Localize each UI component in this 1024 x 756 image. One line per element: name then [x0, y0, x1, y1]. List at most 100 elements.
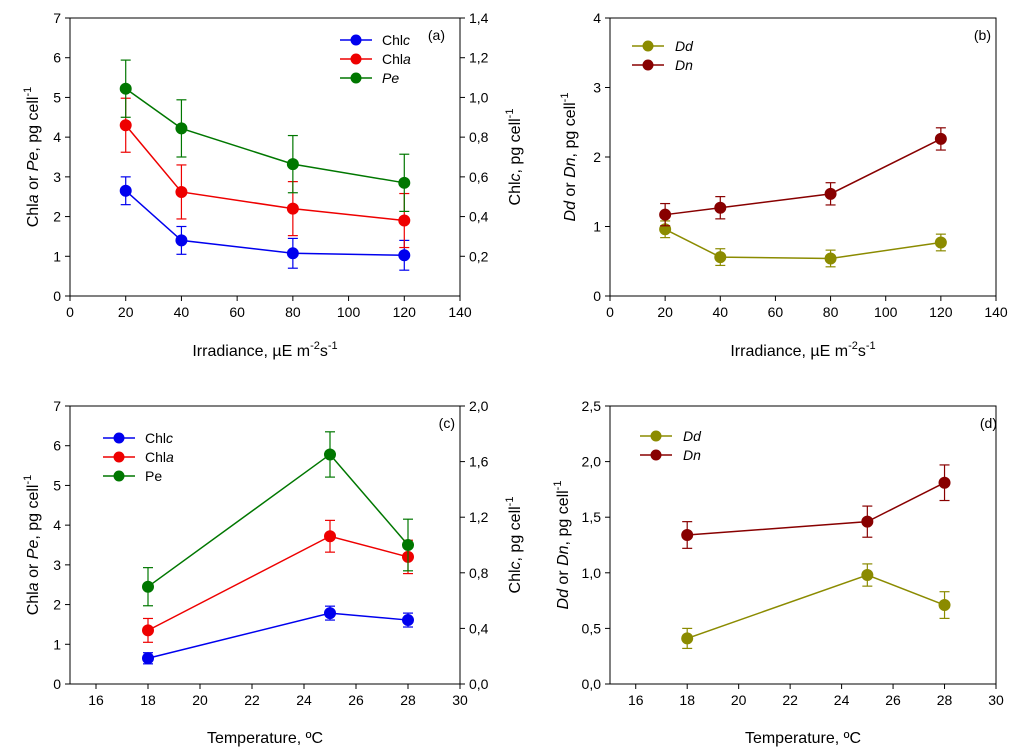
y-tick-label-left: 2	[593, 149, 601, 165]
legend-item-dn: Dn	[640, 447, 701, 463]
data-point-dn	[681, 528, 694, 541]
data-point-dn	[938, 476, 951, 489]
x-tick-label: 28	[400, 692, 416, 708]
y-axis-right-label: Chlc, pg cell-1	[504, 109, 524, 206]
x-tick-label: 20	[118, 304, 134, 320]
data-point-pe	[175, 122, 188, 135]
legend-item-dd: Dd	[640, 428, 702, 444]
data-point-dd	[714, 251, 727, 264]
x-tick-label: 20	[731, 692, 747, 708]
x-axis-ticks: 0 20 40 60 80 100 120 140	[606, 296, 1008, 320]
data-point-dd	[681, 632, 694, 645]
y-axis-left-label: Chla or Pe, pg cell-1	[22, 87, 42, 228]
legend: Dd Dn	[632, 38, 694, 73]
x-tick-label: 120	[929, 304, 953, 320]
x-tick-label: 20	[657, 304, 673, 320]
data-point-pe	[402, 539, 414, 551]
y-tick-label-left: 0	[53, 676, 61, 692]
data-marks	[681, 464, 951, 650]
legend-label: Chlc	[145, 430, 173, 446]
x-tick-label: 60	[768, 304, 784, 320]
x-tick-label: 22	[782, 692, 798, 708]
x-axis-label: Irradiance, µE m-2s-1	[192, 340, 337, 360]
legend-marker	[113, 470, 125, 482]
data-point-pe	[142, 580, 154, 593]
y-axis-left-ticks: 0,0 0,5 1,0 1,5 2,0 2,5	[582, 398, 610, 692]
data-point-dd	[824, 252, 837, 265]
y-axis-left-label: Dd or Dn, pg cell-1	[552, 481, 572, 610]
data-point-dd	[934, 236, 947, 249]
y-tick-label-right: 0,2	[469, 248, 489, 264]
y-tick-label-right: 0,8	[469, 565, 489, 581]
data-point-pe	[119, 82, 132, 95]
data-point-chlc	[324, 607, 336, 620]
series-line-chlc	[147, 612, 409, 660]
x-axis-ticks: 16 18 20 22 24 26 28 30	[88, 684, 468, 708]
data-point-chlc	[286, 247, 299, 260]
y-tick-label-left: 2,0	[582, 454, 602, 470]
x-tick-label: 28	[937, 692, 953, 708]
series-line-dn	[665, 138, 942, 216]
panel-c: 16 18 20 22 24 26 28 30 0 1 2 3 4 5 6 7 0,0 0,4 0,8 1,2 1,…	[22, 398, 524, 747]
x-tick-label: 30	[452, 692, 468, 708]
y-tick-label-right: 0,4	[469, 209, 489, 225]
x-axis-label: Irradiance, µE m-2s-1	[730, 340, 875, 360]
data-point-dn	[714, 201, 727, 214]
y-axis-left-label: Chla or Pe, pg cell-1	[22, 475, 42, 616]
legend: Chlc Chla Pe	[340, 32, 411, 86]
legend-label: Dd	[675, 38, 694, 54]
x-axis-ticks: 0 20 40 60 80 100 120 140	[66, 296, 472, 320]
legend-item-chlc: Chlc	[340, 32, 410, 48]
panel-label: (d)	[980, 415, 997, 431]
panel-label: (a)	[428, 27, 445, 43]
y-tick-label-left: 1	[53, 636, 61, 652]
y-tick-label-left: 5	[53, 477, 61, 493]
y-axis-left-ticks: 0 1 2 3 4 5 6 7	[53, 10, 70, 304]
x-tick-label: 80	[285, 304, 301, 320]
legend-marker	[350, 34, 362, 46]
x-tick-label: 16	[88, 692, 104, 708]
x-tick-label: 40	[712, 304, 728, 320]
y-tick-label-left: 7	[53, 398, 61, 414]
y-tick-label-left: 6	[53, 50, 61, 66]
legend-marker	[650, 449, 662, 461]
x-tick-label: 40	[174, 304, 190, 320]
y-tick-label-left: 0,5	[582, 620, 602, 636]
legend-label: Chla	[145, 449, 174, 465]
x-tick-label: 22	[244, 692, 260, 708]
data-marks	[142, 431, 414, 665]
series-line-chla	[125, 124, 405, 222]
y-tick-label-left: 5	[53, 89, 61, 105]
data-point-dd	[938, 599, 951, 612]
data-point-chlc	[175, 234, 188, 247]
y-axis-left-label: Dd or Dn, pg cell-1	[559, 93, 579, 222]
series-line-pe	[147, 453, 409, 588]
y-tick-label-left: 1	[53, 248, 61, 264]
series-line-dn	[687, 482, 945, 536]
y-tick-label-right: 1,2	[469, 509, 489, 525]
legend-label: Dd	[683, 428, 702, 444]
y-tick-label-left: 0,0	[582, 676, 602, 692]
x-axis-ticks: 16 18 20 22 24 26 28 30	[628, 684, 1004, 708]
x-tick-label: 140	[448, 304, 472, 320]
x-tick-label: 60	[229, 304, 245, 320]
x-tick-label: 24	[834, 692, 850, 708]
plot-frame	[609, 17, 997, 297]
y-tick-label-right: 2,0	[469, 398, 489, 414]
y-tick-label-right: 0,6	[469, 169, 489, 185]
panel-label: (b)	[974, 27, 991, 43]
y-tick-label-left: 6	[53, 438, 61, 454]
y-tick-label-right: 0,8	[469, 129, 489, 145]
legend-marker	[642, 59, 654, 71]
y-tick-label-left: 7	[53, 10, 61, 26]
data-point-chla	[175, 185, 188, 198]
series-line-dd	[686, 574, 945, 640]
series-line-chlc	[125, 190, 405, 257]
y-tick-label-right: 1,4	[469, 10, 489, 26]
x-tick-label: 30	[988, 692, 1004, 708]
x-tick-label: 0	[606, 304, 614, 320]
data-point-chlc	[402, 614, 414, 627]
data-point-chlc	[119, 184, 132, 197]
panel-a: 0 20 40 60 80 100 120 140 0 1 2 3 4 5 6 7 0,2 0,4 0,6 0,8…	[22, 10, 524, 360]
